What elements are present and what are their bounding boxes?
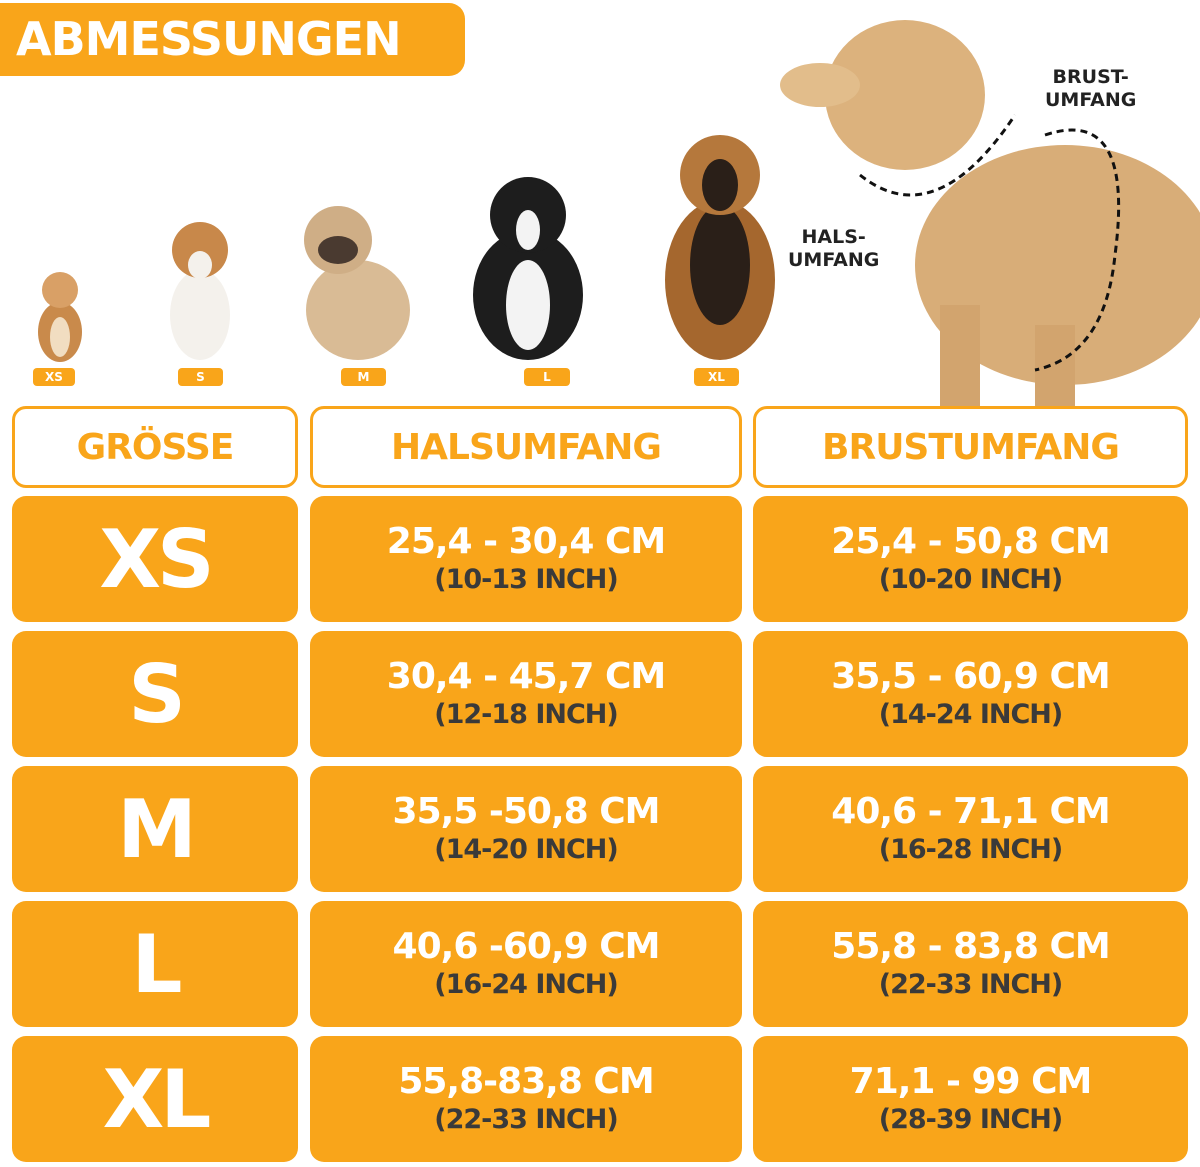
neck-cell: 30,4 - 45,7 CM (12-18 INCH) (310, 631, 742, 757)
size-label: XL (102, 1052, 212, 1146)
size-cell: S (12, 631, 298, 757)
dog-l-image (473, 177, 583, 360)
chest-cell: 25,4 - 50,8 CM (10-20 INCH) (753, 496, 1188, 622)
chest-cell: 55,8 - 83,8 CM (22-33 INCH) (753, 901, 1188, 1027)
header-size: GRÖSSE (12, 406, 298, 488)
neck-cell: 55,8-83,8 CM (22-33 INCH) (310, 1036, 742, 1162)
size-cell: XS (12, 496, 298, 622)
chest-inch: (22-33 INCH) (878, 969, 1063, 1000)
chest-inch: (28-39 INCH) (878, 1104, 1063, 1135)
neck-inch: (10-13 INCH) (434, 564, 618, 595)
size-cell: L (12, 901, 298, 1027)
neck-measure-label: HALS- UMFANG (788, 226, 880, 271)
chest-cm: 35,5 - 60,9 CM (831, 656, 1110, 697)
neck-cm: 35,5 -50,8 CM (392, 791, 661, 832)
header-neck: HALSUMFANG (310, 406, 742, 488)
neck-cm: 25,4 - 30,4 CM (386, 521, 666, 562)
dog-m-image (304, 206, 410, 360)
golden-retriever-image (780, 20, 1200, 410)
chest-cm: 25,4 - 50,8 CM (831, 521, 1110, 562)
neck-cell: 35,5 -50,8 CM (14-20 INCH) (310, 766, 742, 892)
size-cell: M (12, 766, 298, 892)
dog-size-tag: XL (694, 368, 739, 386)
chest-cell: 40,6 - 71,1 CM (16-28 INCH) (753, 766, 1188, 892)
dog-s-image (170, 222, 230, 360)
neck-inch: (14-20 INCH) (434, 834, 618, 865)
chest-cell: 71,1 - 99 CM (28-39 INCH) (753, 1036, 1188, 1162)
neck-cm: 55,8-83,8 CM (398, 1061, 654, 1102)
dog-size-tag: L (524, 368, 570, 386)
neck-cm: 30,4 - 45,7 CM (386, 656, 666, 697)
chest-inch: (16-28 INCH) (878, 834, 1063, 865)
neck-cell: 25,4 - 30,4 CM (10-13 INCH) (310, 496, 742, 622)
dog-size-tag: M (341, 368, 386, 386)
chest-inch: (14-24 INCH) (878, 699, 1063, 730)
chest-cell: 35,5 - 60,9 CM (14-24 INCH) (753, 631, 1188, 757)
neck-inch: (16-24 INCH) (434, 969, 618, 1000)
size-label: S (128, 647, 186, 741)
size-label: XS (99, 512, 214, 606)
neck-inch: (12-18 INCH) (434, 699, 618, 730)
size-cell: XL (12, 1036, 298, 1162)
neck-inch: (22-33 INCH) (434, 1104, 618, 1135)
size-label: L (131, 917, 183, 1011)
neck-cm: 40,6 -60,9 CM (392, 926, 661, 967)
chest-cm: 71,1 - 99 CM (849, 1061, 1093, 1102)
chest-inch: (10-20 INCH) (878, 564, 1063, 595)
header-chest: BRUSTUMFANG (753, 406, 1188, 488)
neck-cell: 40,6 -60,9 CM (16-24 INCH) (310, 901, 742, 1027)
dog-xs-image (38, 272, 82, 362)
dog-size-tag: S (178, 368, 223, 386)
page-title: ABMESSUNGEN (0, 3, 465, 76)
chest-cm: 40,6 - 71,1 CM (831, 791, 1110, 832)
dog-xl-image (665, 135, 775, 360)
chest-measure-label: BRUST- UMFANG (1045, 66, 1137, 111)
size-label: M (117, 782, 197, 876)
dog-size-tag: XS (33, 368, 75, 386)
chest-cm: 55,8 - 83,8 CM (831, 926, 1110, 967)
